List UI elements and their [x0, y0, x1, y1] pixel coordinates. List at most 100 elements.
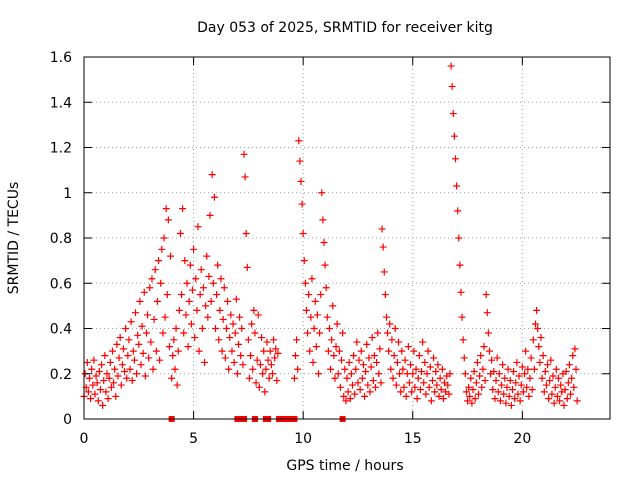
data-point — [433, 381, 441, 389]
data-point — [327, 365, 335, 373]
data-point — [379, 243, 387, 251]
data-point — [419, 338, 427, 346]
data-point — [557, 381, 565, 389]
data-point — [258, 334, 266, 342]
data-point — [155, 257, 163, 265]
data-point — [156, 356, 164, 364]
data-point — [215, 336, 223, 344]
data-point — [325, 325, 333, 332]
data-point — [512, 379, 520, 387]
data-point — [572, 365, 580, 373]
data-point — [226, 334, 234, 342]
data-point — [259, 370, 267, 378]
data-point — [302, 306, 310, 314]
data-point — [402, 392, 410, 400]
data-point — [438, 365, 446, 373]
data-point — [305, 291, 313, 299]
data-point — [390, 352, 398, 360]
data-point — [192, 275, 200, 283]
data-point — [501, 374, 509, 382]
data-point — [126, 365, 134, 373]
data-point — [359, 361, 367, 369]
data-point — [117, 381, 125, 389]
data-point — [95, 367, 103, 375]
data-point — [508, 386, 516, 394]
data-point — [147, 338, 155, 346]
data-point — [350, 352, 358, 360]
data-point — [194, 223, 202, 231]
y-axis-label: SRMTID / TECUs — [6, 182, 22, 295]
data-point — [162, 205, 170, 213]
data-point — [96, 386, 104, 394]
data-point — [231, 329, 239, 337]
data-point — [153, 297, 161, 305]
data-point — [423, 370, 431, 378]
data-point — [140, 288, 148, 296]
data-point — [546, 377, 554, 385]
data-point — [222, 325, 230, 332]
data-point — [290, 374, 298, 382]
data-point — [538, 374, 546, 382]
data-point — [182, 311, 190, 319]
data-point — [94, 397, 102, 405]
data-point — [139, 349, 147, 357]
data-point — [318, 189, 326, 197]
data-point — [190, 245, 198, 253]
data-point — [225, 365, 233, 373]
data-point — [384, 329, 392, 337]
data-point — [148, 275, 156, 283]
data-point — [243, 263, 251, 271]
data-point — [297, 177, 305, 185]
data-point — [430, 354, 438, 362]
data-point — [368, 334, 376, 342]
data-point — [467, 374, 475, 382]
data-point — [216, 306, 224, 314]
y-tick-label: 0.2 — [50, 367, 72, 383]
data-point — [332, 343, 340, 351]
data-point — [159, 329, 167, 337]
data-point — [539, 352, 547, 360]
data-point — [371, 383, 379, 391]
data-point — [547, 356, 555, 364]
data-point — [556, 397, 564, 405]
data-point — [542, 381, 550, 389]
data-point — [344, 388, 352, 396]
data-point — [506, 377, 514, 385]
data-point — [405, 379, 413, 387]
data-point — [376, 345, 384, 353]
data-point — [428, 377, 436, 385]
data-point — [181, 257, 189, 265]
data-point — [209, 279, 217, 287]
data-point — [238, 325, 246, 332]
data-point — [202, 302, 210, 310]
data-point — [227, 311, 235, 319]
data-point — [381, 291, 389, 299]
data-point — [413, 395, 421, 403]
data-point — [353, 338, 361, 346]
data-point — [427, 397, 435, 405]
data-point — [214, 261, 222, 269]
data-point — [274, 349, 282, 357]
data-point — [195, 347, 203, 355]
data-point — [87, 395, 95, 403]
data-point — [397, 388, 405, 396]
data-point — [456, 261, 464, 269]
data-point — [466, 392, 474, 400]
data-point — [513, 358, 521, 366]
data-point — [395, 338, 403, 346]
data-point — [378, 225, 386, 233]
data-point — [201, 358, 209, 366]
data-point — [261, 388, 269, 396]
data-point — [249, 365, 257, 373]
data-point — [363, 340, 371, 348]
data-point — [205, 272, 213, 280]
data-point — [389, 374, 397, 382]
data-point — [420, 379, 428, 387]
data-point — [339, 329, 347, 337]
grid — [84, 57, 610, 419]
data-point — [319, 216, 327, 224]
data-point — [251, 329, 259, 337]
data-point — [458, 313, 466, 321]
data-point — [247, 352, 255, 360]
